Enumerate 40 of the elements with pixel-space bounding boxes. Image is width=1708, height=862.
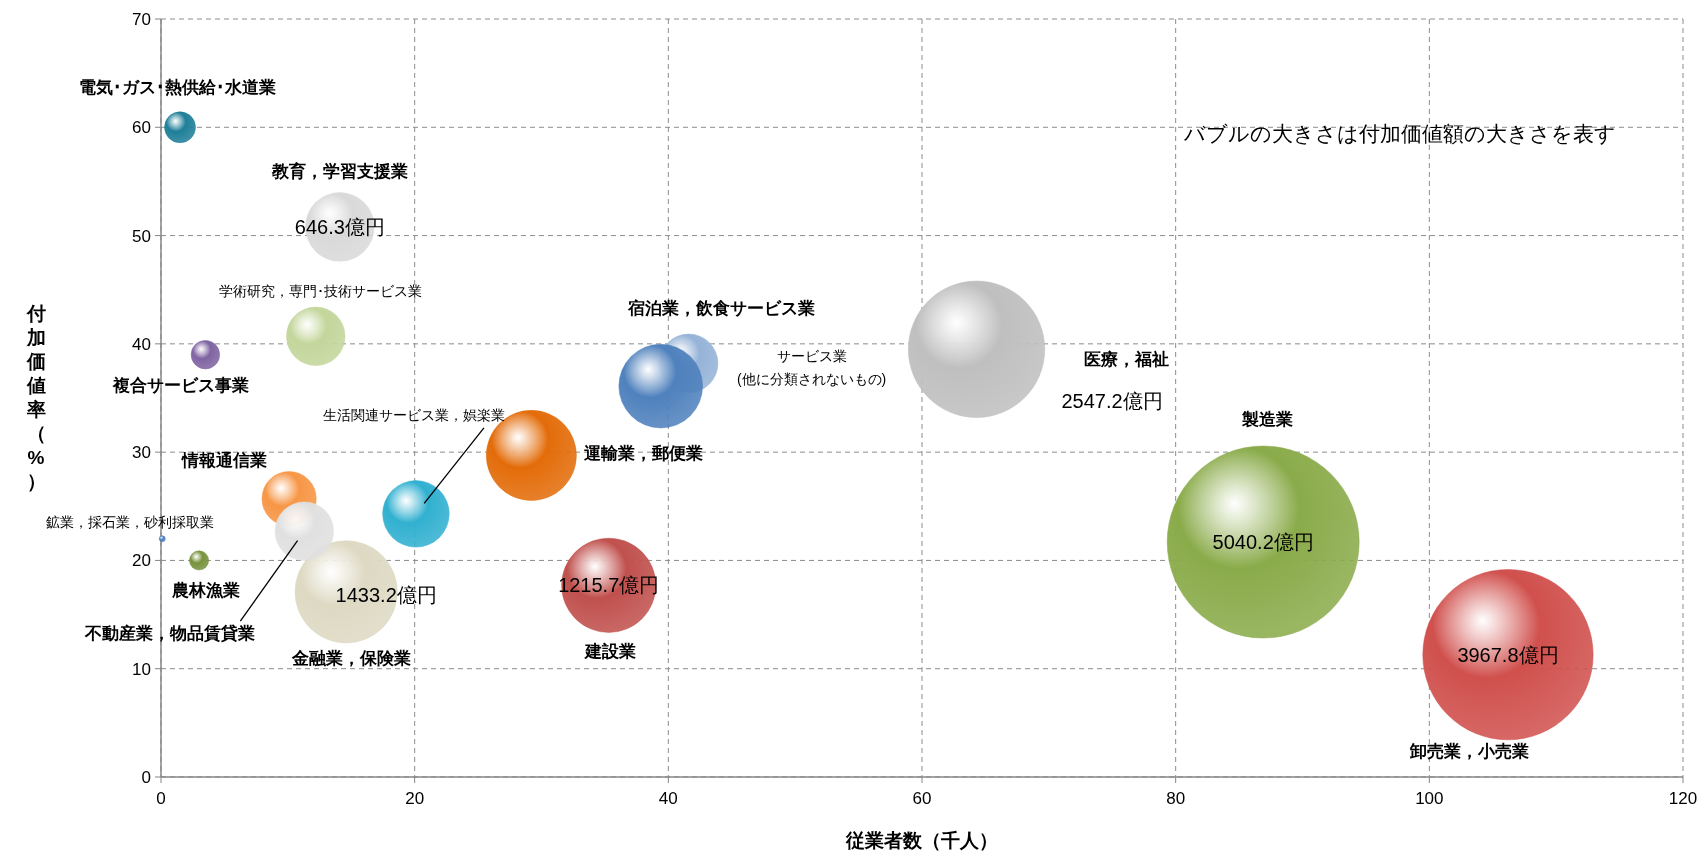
y-tick-label: 40 (132, 334, 151, 354)
text: 生活関連サービス業，娯楽業 (322, 406, 505, 423)
text: 不動産業，物品賃貸業 (84, 624, 256, 644)
x-tick-label: 0 (156, 789, 166, 808)
series-label: 電気･ガス･熱供給･水道業 (78, 78, 276, 98)
y-tick-label: 30 (132, 443, 151, 463)
series-label: 農林漁業 (171, 581, 241, 601)
series-label: 宿泊業，飲食サービス業 (627, 299, 816, 319)
y-tick-label: 60 (132, 118, 151, 138)
y-tick-label: 0 (141, 768, 151, 787)
annotation: 3967.8億円 (1457, 643, 1559, 666)
series-label: 情報通信業 (180, 450, 267, 470)
x-tick-label: 100 (1415, 789, 1444, 808)
y-tick-label: 10 (132, 659, 151, 679)
annotation: 2547.2億円 (1061, 390, 1163, 412)
text: 医療，福祉 (1084, 350, 1170, 370)
x-tick-label: 80 (1166, 789, 1186, 808)
y-tick-label: 50 (132, 226, 151, 246)
series-label: 卸売業，小売業 (1409, 741, 1530, 761)
series-label: 教育，学習支援業 (270, 160, 408, 181)
annotation: 646.3億円 (294, 215, 385, 238)
y-axis-title: 付加価値率（%） (25, 303, 46, 492)
text: 鉱業，採石業，砂利採取業 (46, 513, 215, 530)
annotation: 1433.2億円 (335, 583, 437, 606)
series-label: 建設業 (583, 642, 637, 662)
x-tick-label: 60 (912, 789, 932, 808)
series-label: 製造業 (1240, 410, 1293, 430)
series-label: サービス業 (他に分類されないもの) (736, 348, 887, 387)
x-axis-title: 従業者数（千人） (845, 830, 998, 851)
series-label: 学術研究，専門･技術サービス業 (219, 283, 423, 300)
x-tick-label: 40 (658, 789, 678, 808)
annotation: バブルの大きさは付加価値額の大きさを表す (1183, 122, 1616, 145)
y-tick-label: 20 (132, 551, 151, 571)
annotation: 5040.2億円 (1212, 531, 1314, 554)
series-label: 金融業，保険業 (290, 648, 411, 668)
x-tick-label: 20 (405, 789, 425, 808)
series-label: 運輸業，郵便業 (582, 444, 703, 464)
y-tick-label: 70 (132, 10, 151, 29)
series-label: 複合サービス事業 (112, 375, 250, 395)
x-tick-label: 120 (1668, 789, 1698, 808)
